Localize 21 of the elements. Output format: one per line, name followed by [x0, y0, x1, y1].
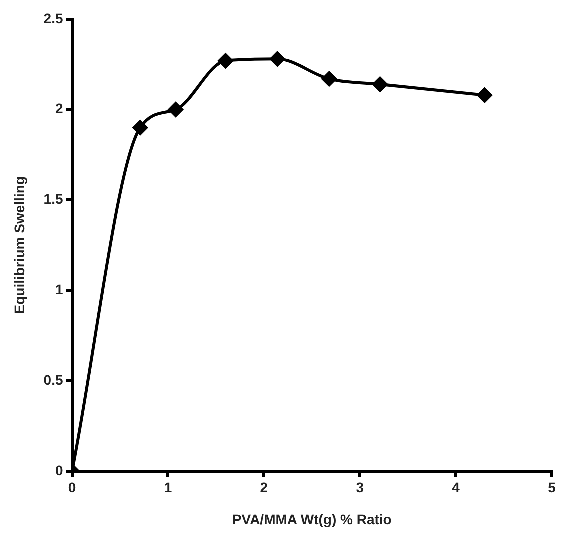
point [322, 72, 337, 87]
y-tick-label: 1.5 [44, 191, 64, 208]
x-tick-label: 4 [452, 480, 460, 496]
x-tick-label: 0 [68, 480, 76, 496]
y-tick-label: 0 [55, 462, 64, 478]
point [372, 76, 388, 92]
point [270, 52, 286, 67]
x-tick-label: 1 [164, 480, 172, 496]
x-tick-label: 3 [356, 480, 364, 496]
x-tick-label: 2 [260, 480, 268, 496]
point [132, 120, 148, 136]
point [218, 53, 234, 68]
point [168, 102, 184, 118]
y-tick-label: 2.5 [44, 10, 64, 26]
y-tick-label: 0.5 [44, 372, 64, 388]
point [477, 88, 492, 103]
x-tick-label: 5 [548, 480, 556, 496]
x-axis-title: PVA/MMA Wt(g) % Ratio [232, 511, 392, 528]
y-tick-label: 2 [55, 100, 64, 117]
y-axis-title: Equilibrium Swelling [11, 176, 28, 314]
y-tick-label: 1 [55, 281, 64, 298]
